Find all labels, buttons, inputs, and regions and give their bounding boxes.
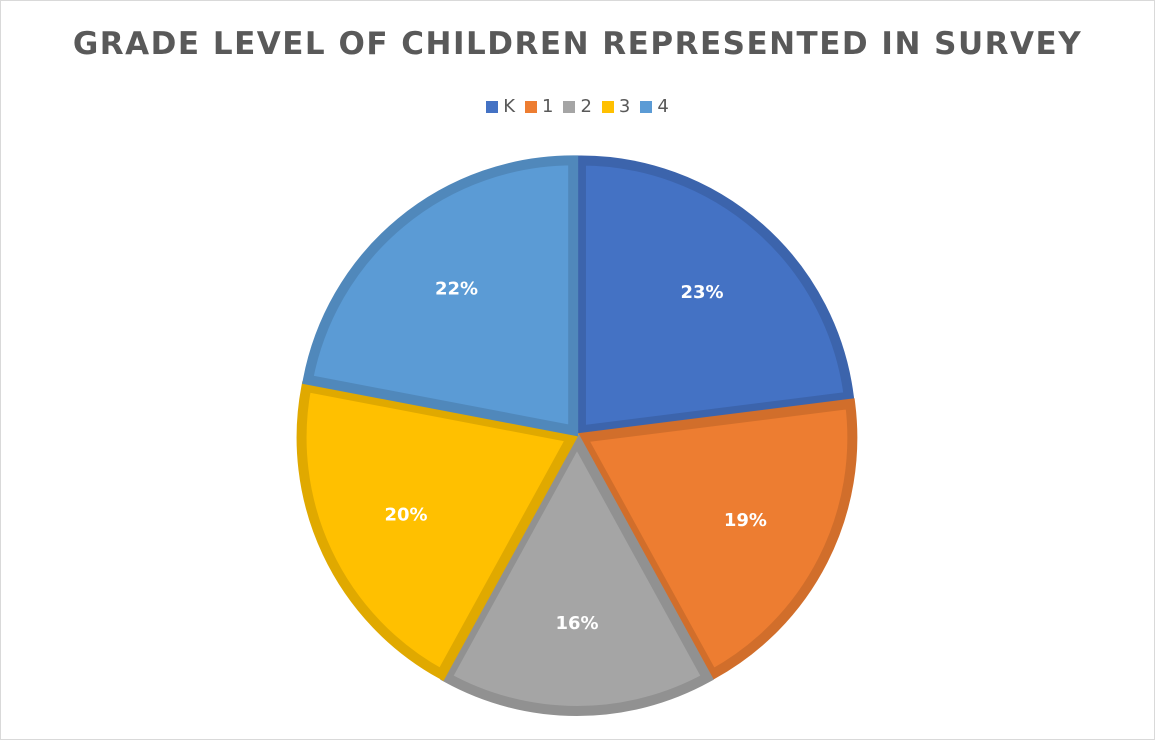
data-label-2: 16% <box>555 613 598 634</box>
pie-slice-3 <box>296 381 580 681</box>
data-label-k: 23% <box>680 282 723 303</box>
legend-item-1: 1 <box>525 96 553 117</box>
data-label-4: 22% <box>435 278 478 299</box>
chart-title: GRADE LEVEL OF CHILDREN REPRESENTED IN S… <box>72 26 1083 62</box>
legend: K 1 2 3 4 <box>0 96 1155 117</box>
legend-item-k: K <box>486 96 515 117</box>
pie-slice-4 <box>302 155 579 437</box>
legend-label-2: 2 <box>580 96 592 117</box>
legend-swatch-2 <box>563 100 576 113</box>
legend-label-k: K <box>503 96 515 117</box>
legend-swatch-k <box>486 100 499 113</box>
legend-swatch-3 <box>601 100 614 113</box>
pie-slice-1 <box>574 398 858 682</box>
legend-swatch-4 <box>640 100 653 113</box>
legend-label-1: 1 <box>542 96 554 117</box>
legend-item-4: 4 <box>640 96 669 117</box>
legend-item-2: 2 <box>563 96 592 117</box>
data-label-3: 20% <box>384 504 427 525</box>
pie-slice-2 <box>440 430 714 716</box>
data-label-1: 19% <box>724 510 767 531</box>
legend-label-3: 3 <box>618 96 631 117</box>
pie-slice-k <box>575 155 855 437</box>
legend-label-4: 4 <box>657 96 669 117</box>
legend-item-3: 3 <box>601 96 631 117</box>
legend-swatch-1 <box>525 100 537 113</box>
